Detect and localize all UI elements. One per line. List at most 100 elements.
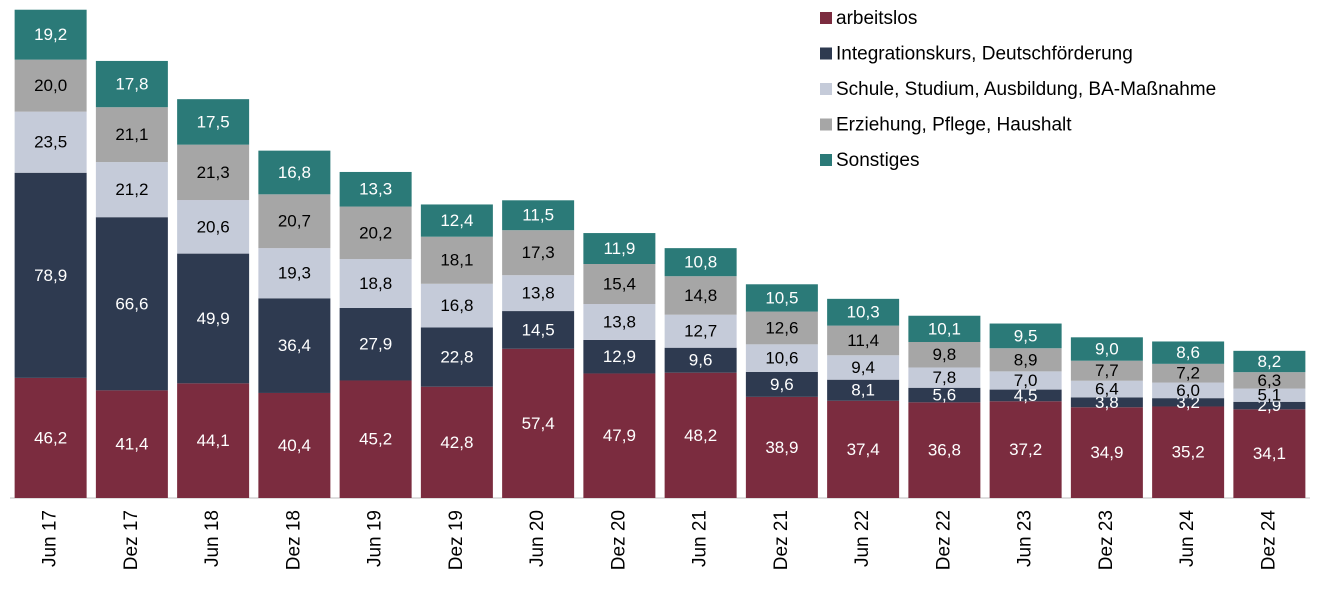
data-label: 10,8 (684, 253, 717, 272)
data-label: 9,0 (1095, 340, 1119, 359)
data-label: 3,8 (1095, 393, 1119, 412)
data-label: 13,8 (522, 284, 555, 303)
data-label: 41,4 (115, 435, 148, 454)
bar-segment (258, 194, 331, 249)
data-label: 16,8 (278, 163, 311, 182)
x-tick-label: Dez 18 (283, 510, 304, 570)
bar-segment (1070, 397, 1143, 408)
data-label: 8,6 (1176, 343, 1200, 362)
bar-segment (502, 230, 575, 276)
data-label: 15,4 (603, 275, 636, 294)
bar-segment (177, 144, 250, 201)
data-label: 22,8 (440, 348, 473, 367)
bar-segment (989, 401, 1062, 498)
bar-segment (14, 111, 87, 173)
bar-segment (339, 259, 412, 308)
data-label: 19,3 (278, 264, 311, 283)
data-label: 17,8 (115, 75, 148, 94)
x-tick-label: Dez 20 (608, 510, 629, 570)
bar-segment (1233, 409, 1306, 498)
data-label: 17,3 (522, 243, 555, 262)
data-label: 7,7 (1095, 361, 1119, 380)
data-label: 16,8 (440, 296, 473, 315)
data-label: 49,9 (197, 309, 230, 328)
data-label: 36,4 (278, 336, 311, 355)
data-label: 9,4 (851, 358, 875, 377)
data-label: 38,9 (765, 438, 798, 457)
data-label: 18,8 (359, 274, 392, 293)
bar-segment (1152, 382, 1225, 399)
data-label: 21,2 (115, 180, 148, 199)
data-label: 20,2 (359, 223, 392, 242)
data-label: 17,5 (197, 112, 230, 131)
bar-segment (258, 298, 331, 393)
bar-segment (664, 347, 737, 373)
bar-segment (95, 390, 168, 498)
bar-segment (989, 323, 1062, 349)
data-label: 11,4 (847, 331, 879, 350)
data-label: 12,6 (765, 318, 798, 337)
x-tick-label: Jun 24 (1177, 510, 1198, 567)
bar-segment (827, 400, 900, 498)
bar-segment (339, 380, 412, 498)
legend-bg (812, 0, 1328, 178)
bar-segment (420, 236, 493, 284)
bar-segment (258, 248, 331, 299)
legend-swatch (820, 12, 832, 24)
data-label: 21,1 (115, 125, 148, 144)
data-label: 12,9 (603, 347, 636, 366)
bar-segment (420, 327, 493, 387)
bar-segment (827, 325, 900, 356)
bar-segment (420, 386, 493, 498)
bar-segment (583, 373, 656, 498)
data-label: 5,6 (933, 386, 957, 405)
data-label: 37,2 (1009, 440, 1042, 459)
x-tick-label: Jun 23 (1015, 510, 1036, 567)
bar-segment (177, 200, 250, 254)
x-tick-label: Dez 24 (1258, 510, 1279, 571)
x-tick-label: Jun 21 (690, 510, 711, 567)
bar-segment (827, 379, 900, 401)
bar-segment (583, 233, 656, 264)
bar-segment (177, 253, 250, 384)
data-label: 9,8 (933, 345, 957, 364)
bar-segment (95, 60, 168, 108)
bar-segment (95, 107, 168, 163)
data-label: 6,3 (1258, 371, 1282, 390)
data-label: 35,2 (1172, 443, 1205, 462)
data-label: 8,2 (1258, 352, 1282, 371)
bar-segment (827, 298, 900, 326)
data-label: 7,8 (933, 368, 957, 387)
data-label: 10,3 (847, 303, 880, 322)
bar-segment (1152, 406, 1225, 498)
bar-segment (908, 342, 981, 368)
bar-segment (583, 339, 656, 374)
data-label: 46,2 (34, 428, 67, 447)
legend-label: Schule, Studium, Ausbildung, BA-Maßnahme (836, 79, 1216, 100)
data-label: 47,9 (603, 426, 636, 445)
x-tick-label: Jun 18 (202, 510, 223, 567)
data-label: 36,8 (928, 441, 961, 460)
data-label: 11,5 (522, 206, 554, 225)
data-label: 21,3 (197, 163, 230, 182)
data-label: 48,2 (684, 426, 717, 445)
bar-segment (14, 9, 87, 60)
data-label: 7,0 (1014, 371, 1038, 390)
bar-segment (1152, 341, 1225, 364)
bar-segment (989, 389, 1062, 402)
data-label: 19,2 (34, 25, 67, 44)
bar-segment (258, 150, 331, 195)
data-label: 13,3 (359, 180, 392, 199)
data-label: 10,5 (765, 288, 798, 307)
bar-segment (989, 371, 1062, 390)
legend-label: arbeitslos (836, 8, 917, 29)
bar-segment (502, 311, 575, 349)
legend-swatch (820, 118, 832, 131)
bar-segment (908, 402, 981, 498)
bar-segment (177, 383, 250, 498)
data-label: 8,1 (851, 381, 875, 400)
data-label: 9,6 (770, 375, 794, 394)
data-label: 42,8 (440, 433, 473, 452)
data-label: 11,9 (603, 239, 635, 258)
bar-segment (339, 206, 412, 260)
